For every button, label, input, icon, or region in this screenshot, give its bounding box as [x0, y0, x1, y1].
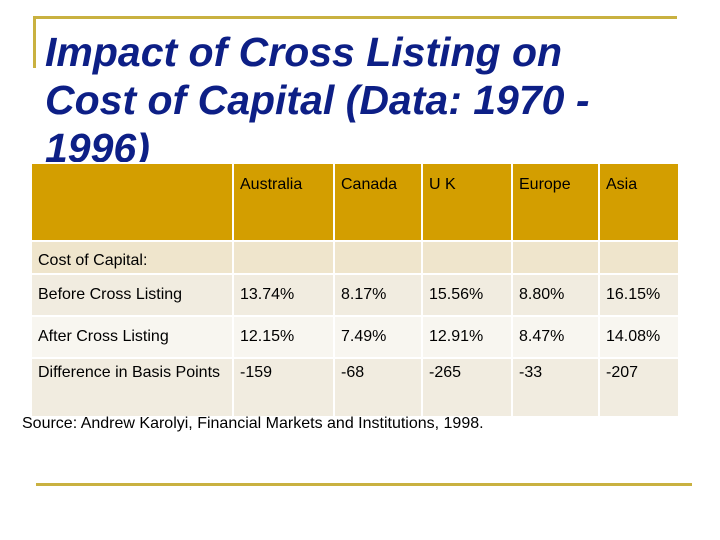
- table-row-before: Before Cross Listing 13.74% 8.17% 15.56%…: [30, 273, 680, 317]
- cell-europe: -33: [511, 357, 600, 418]
- cell-australia: 13.74%: [232, 273, 335, 317]
- cell-australia: -159: [232, 357, 335, 418]
- cell-europe: 8.47%: [511, 315, 600, 359]
- cell-canada: 8.17%: [333, 273, 423, 317]
- table-row-after: After Cross Listing 12.15% 7.49% 12.91% …: [30, 315, 680, 359]
- empty-cell: [511, 240, 600, 275]
- empty-cell: [232, 240, 335, 275]
- table-header-row: Australia Canada U K Europe Asia: [30, 162, 680, 242]
- table-row-difference: Difference in Basis Points -159 -68 -265…: [30, 357, 680, 418]
- cell-australia: 12.15%: [232, 315, 335, 359]
- left-rule: [33, 16, 36, 68]
- empty-cell: [598, 240, 680, 275]
- column-header-asia: Asia: [598, 162, 680, 242]
- cell-uk: 12.91%: [421, 315, 513, 359]
- row-label: Difference in Basis Points: [30, 357, 234, 418]
- row-label: After Cross Listing: [30, 315, 234, 359]
- cell-asia: -207: [598, 357, 680, 418]
- empty-cell: [333, 240, 423, 275]
- cell-asia: 14.08%: [598, 315, 680, 359]
- cell-uk: -265: [421, 357, 513, 418]
- slide-title: Impact of Cross Listing on Cost of Capit…: [45, 29, 590, 171]
- cell-canada: 7.49%: [333, 315, 423, 359]
- column-header-australia: Australia: [232, 162, 335, 242]
- header-corner-cell: [30, 162, 234, 242]
- cell-uk: 15.56%: [421, 273, 513, 317]
- cell-asia: 16.15%: [598, 273, 680, 317]
- column-header-uk: U K: [421, 162, 513, 242]
- section-label: Cost of Capital:: [30, 240, 234, 275]
- empty-cell: [421, 240, 513, 275]
- bottom-rule: [36, 483, 692, 486]
- row-label: Before Cross Listing: [30, 273, 234, 317]
- section-row: Cost of Capital:: [30, 240, 680, 275]
- column-header-europe: Europe: [511, 162, 600, 242]
- cell-canada: -68: [333, 357, 423, 418]
- top-rule: [33, 16, 677, 19]
- source-citation: Source: Andrew Karolyi, Financial Market…: [22, 415, 484, 432]
- column-header-canada: Canada: [333, 162, 423, 242]
- cell-europe: 8.80%: [511, 273, 600, 317]
- cost-of-capital-table: Australia Canada U K Europe Asia Cost of…: [30, 162, 680, 418]
